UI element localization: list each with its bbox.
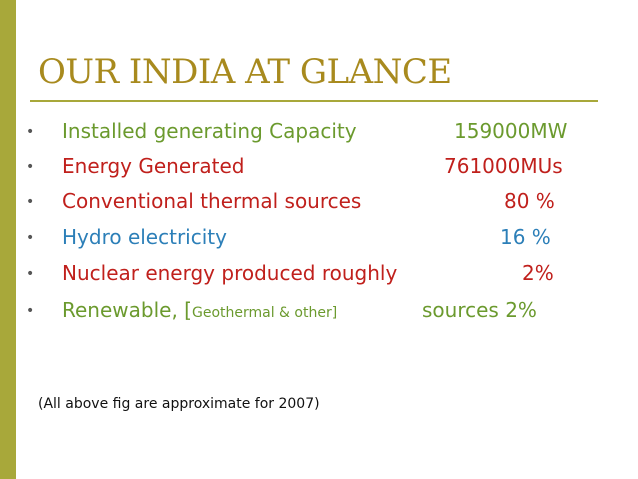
bullet-label: Conventional thermal sources <box>62 189 362 213</box>
bullet-item-thermal-sources: • Conventional thermal sources 80 % <box>26 186 626 216</box>
bullet-label: Renewable, [Geothermal & other] <box>62 295 337 328</box>
bullet-item-hydro: • Hydro electricity 16 % <box>26 222 626 252</box>
bullet-value: 80 % <box>504 189 555 213</box>
bullet-dot-icon: • <box>26 303 35 319</box>
bullet-label: Installed generating Capacity <box>62 119 357 143</box>
accent-sidebar <box>0 0 16 479</box>
bullet-item-energy-generated: • Energy Generated 761000MUs <box>26 151 626 181</box>
footnote: (All above fig are approximate for 2007) <box>38 396 320 412</box>
title-underline <box>30 100 598 102</box>
bullet-value: 16 % <box>500 225 551 249</box>
bullet-label: Hydro electricity <box>62 225 227 249</box>
bullet-dot-icon: • <box>26 266 35 282</box>
bullet-value: 761000MUs <box>444 154 563 178</box>
slide-title: OUR INDIA AT GLANCE <box>38 52 452 92</box>
bullet-dot-icon: • <box>26 124 35 140</box>
bullet-label-detail: Geothermal & other] <box>191 305 338 321</box>
bullet-value: sources 2% <box>422 298 537 322</box>
bullet-dot-icon: • <box>26 230 35 246</box>
bullet-value: 159000MW <box>454 119 568 143</box>
bullet-dot-icon: • <box>26 194 35 210</box>
bullet-label: Nuclear energy produced roughly <box>62 261 398 285</box>
bullet-label: Energy Generated <box>62 154 245 178</box>
bullet-label-prefix: Renewable, [ <box>62 298 192 322</box>
bullet-value: 2% <box>522 261 554 285</box>
bullet-dot-icon: • <box>26 159 35 175</box>
bullet-item-renewable: • Renewable, [Geothermal & other] source… <box>26 295 626 325</box>
bullet-item-installed-capacity: • Installed generating Capacity 159000MW <box>26 116 626 146</box>
bullet-item-nuclear: • Nuclear energy produced roughly 2% <box>26 258 626 288</box>
